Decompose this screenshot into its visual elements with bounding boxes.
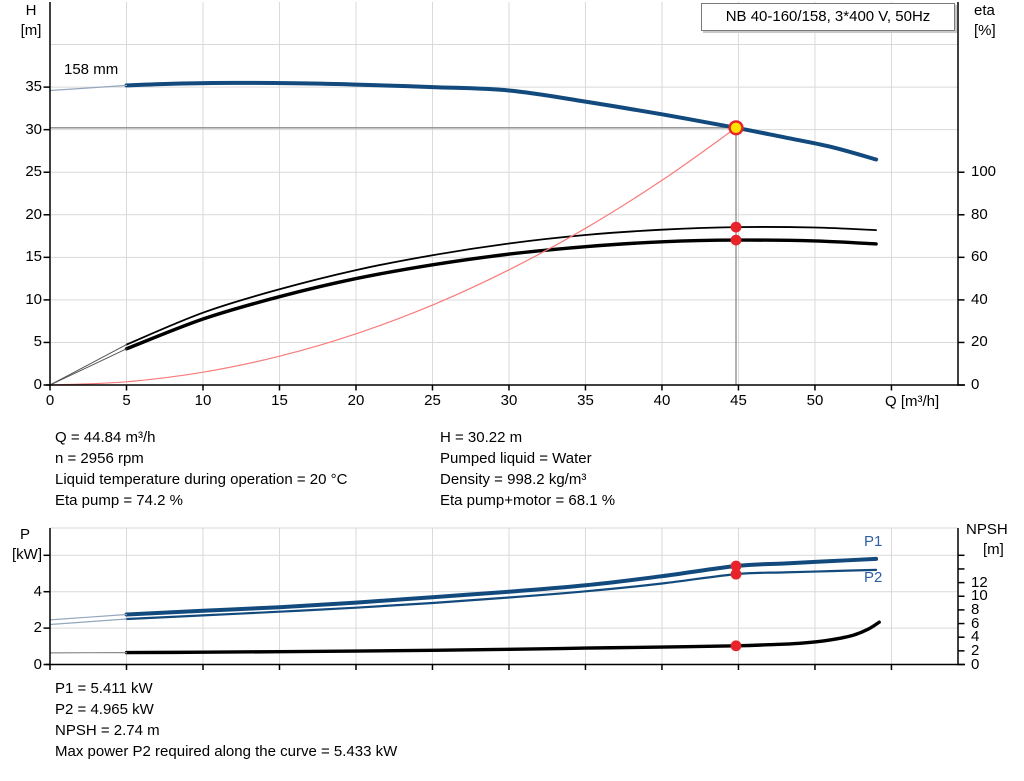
eta-pump-leadin: [49, 344, 127, 386]
npsh-tick-label: 12: [971, 573, 988, 591]
npsh-curve: [124, 620, 881, 655]
h-tick-label: 5: [33, 333, 42, 351]
q-tick-label: 0: [45, 391, 55, 409]
info-max-power: Max power P2 required along the curve = …: [55, 743, 398, 760]
q-tick-label: 25: [424, 391, 441, 409]
npsh-tick-label: 4: [971, 628, 980, 646]
npsh-axis-title: NPSH: [966, 521, 1008, 538]
h-axis-title: H: [25, 2, 37, 19]
affinity-curve: [49, 127, 737, 386]
q-tick-label: 20: [347, 391, 365, 409]
p-tick-label: 4: [33, 582, 42, 600]
npsh-axis-unit: [m]: [983, 541, 1004, 558]
duty-value-marker: [730, 234, 742, 246]
duty-value-marker: [730, 640, 742, 652]
power-info-column: P1 = 5.411 kW P2 = 4.965 kW NPSH = 2.74 …: [55, 678, 397, 762]
impeller-diameter-label: 158 mm: [64, 61, 119, 78]
info-eta-pump: Eta pump = 74.2 %: [55, 492, 183, 509]
npsh-tick-label: 6: [971, 614, 980, 632]
head-curve-leadin: [49, 84, 128, 92]
h-tick-label: 30: [25, 120, 42, 138]
q-tick-label: 50: [806, 391, 824, 409]
eta-pump-motor-curve: [124, 238, 878, 351]
p-tick-label: 0: [33, 655, 42, 673]
q-tick-label: 10: [194, 391, 212, 409]
eta-tick-label: 20: [971, 333, 988, 351]
info-density: Density = 998.2 kg/m³: [440, 471, 587, 488]
duty-value-marker: [730, 568, 742, 580]
h-tick-label: 0: [33, 376, 42, 393]
q-tick-label: 15: [271, 391, 288, 409]
q-tick-label: 45: [730, 391, 747, 409]
info-pumped-liquid: Pumped liquid = Water: [440, 450, 592, 467]
q-axis-label: Q [m³/h]: [885, 393, 940, 410]
p-axis-title: P: [19, 526, 30, 543]
q-tick-label: 35: [577, 391, 594, 409]
p1-curve-label: P1: [864, 533, 883, 550]
info-flow: Q = 44.84 m³/h: [55, 429, 156, 446]
info-p1: P1 = 5.411 kW: [55, 680, 153, 697]
h-axis-unit: [m]: [20, 22, 42, 39]
eta-tick-label: 0: [971, 376, 980, 393]
npsh-tick-label: 10: [971, 587, 988, 605]
eta-tick-label: 80: [971, 205, 988, 223]
eta-tick-label: 60: [971, 248, 988, 266]
eta-pump-curve: [125, 226, 877, 346]
p-tick-label: 2: [33, 619, 42, 637]
h-tick-label: 10: [25, 290, 42, 308]
duty-point-marker[interactable]: [728, 120, 744, 136]
q-tick-label: 30: [500, 391, 518, 409]
h-tick-label: 15: [25, 248, 42, 266]
pump-model-title-box: NB 40-160/158, 3*400 V, 50Hz: [701, 3, 955, 31]
duty-value-marker: [730, 560, 742, 572]
info-eta-pump-motor: Eta pump+motor = 68.1 %: [440, 492, 616, 509]
p1-leadin: [49, 613, 128, 621]
h-tick-label: 20: [25, 205, 42, 223]
h-tick-label: 25: [25, 163, 42, 181]
q-tick-label: 40: [653, 391, 671, 409]
duty-value-marker: [730, 221, 742, 233]
eta-axis-title: eta: [974, 2, 995, 19]
npsh-tick-label: 2: [971, 641, 980, 659]
p1-curve: [124, 556, 879, 617]
p-axis-unit: [kW]: [12, 546, 42, 563]
npsh-tick-label: 8: [971, 600, 980, 618]
head-curve: [124, 80, 879, 162]
duty-info-right-column: H = 30.22 m Pumped liquid = Water Densit…: [440, 427, 615, 511]
info-head: H = 30.22 m: [440, 429, 523, 446]
duty-info-left-column: Q = 44.84 m³/h n = 2956 rpm Liquid tempe…: [55, 427, 347, 511]
info-p2: P2 = 4.965 kW: [55, 701, 154, 718]
info-liquid-temperature: Liquid temperature during operation = 20…: [55, 471, 348, 488]
p2-curve-label: P2: [864, 569, 883, 586]
p2-curve: [125, 568, 878, 621]
p2-leadin: [49, 618, 128, 626]
info-speed: n = 2956 rpm: [55, 450, 144, 467]
eta-pump-motor-leadin: [49, 348, 127, 386]
info-npsh: NPSH = 2.74 m: [55, 722, 160, 739]
q-tick-label: 5: [122, 391, 131, 409]
eta-axis-unit: [%]: [974, 22, 996, 39]
npsh-tick-label: 0: [971, 655, 980, 673]
eta-tick-label: 100: [971, 163, 997, 181]
h-tick-label: 35: [25, 78, 42, 96]
eta-tick-label: 40: [971, 290, 988, 308]
